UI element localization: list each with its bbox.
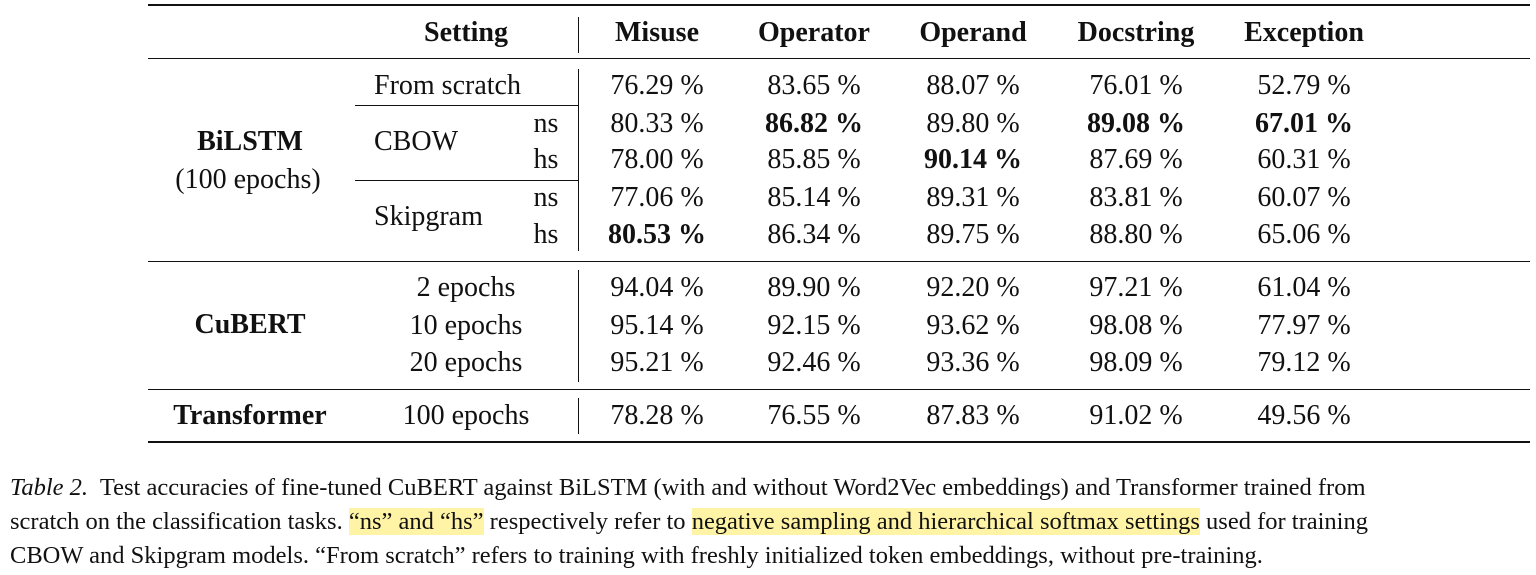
table-cell: 80.53 % [608, 219, 706, 250]
table-cell: 93.62 % [926, 310, 1020, 341]
column-separator [578, 17, 580, 53]
setting-label: 2 epochs [416, 272, 516, 303]
table-cell: 89.31 % [926, 182, 1020, 213]
caption-line-1: Table 2. Test accuracies of fine-tuned C… [10, 474, 1366, 501]
cbow-rule [355, 105, 578, 107]
table-cell: 65.06 % [1257, 219, 1351, 250]
table-cell: 89.90 % [767, 272, 861, 303]
column-header: Operand [919, 17, 1027, 48]
column-header: Exception [1244, 17, 1364, 48]
table-cell: 49.56 % [1257, 400, 1351, 431]
table-cell: 89.08 % [1087, 108, 1185, 139]
group-rule-1 [148, 261, 1530, 263]
table-cell: 94.04 % [610, 272, 704, 303]
setting-label: 10 epochs [409, 310, 523, 341]
table-cell: 85.14 % [767, 182, 861, 213]
table-cell: 87.83 % [926, 400, 1020, 431]
table-cell: 87.69 % [1089, 144, 1183, 175]
table-cell: 79.12 % [1257, 347, 1351, 378]
model-note: (100 epochs) [175, 164, 321, 195]
model-label: CuBERT [194, 309, 306, 340]
variant-label: ns [533, 108, 559, 139]
header-rule [148, 58, 1530, 60]
skipgram-rule [355, 180, 578, 182]
highlight-ns-hs: “ns” and “hs” [348, 508, 484, 535]
table-cell: 89.80 % [926, 108, 1020, 139]
column-header: Misuse [615, 17, 699, 48]
table-cell: 92.46 % [767, 347, 861, 378]
model-label: BiLSTM [197, 126, 303, 157]
table-cell: 88.07 % [926, 70, 1020, 101]
table-cell: 93.36 % [926, 347, 1020, 378]
table-cell: 95.21 % [610, 347, 704, 378]
table-cell: 76.01 % [1089, 70, 1183, 101]
caption-label: Table 2. [10, 474, 89, 501]
column-header: Docstring [1077, 17, 1195, 48]
table-cell: 97.21 % [1089, 272, 1183, 303]
table-cell: 88.80 % [1089, 219, 1183, 250]
table-cell: 90.14 % [924, 144, 1022, 175]
group-rule-2 [148, 389, 1530, 391]
table-cell: 85.85 % [767, 144, 861, 175]
table-cell: 98.08 % [1089, 310, 1183, 341]
setting-label: From scratch [374, 70, 521, 101]
setting-label: Skipgram [374, 201, 483, 232]
top-rule [148, 4, 1530, 7]
table-cell: 52.79 % [1257, 70, 1351, 101]
table-cell: 60.31 % [1257, 144, 1351, 175]
caption-line-2: scratch on the classification tasks. “ns… [10, 508, 1368, 535]
bottom-rule [148, 441, 1530, 444]
table-cell: 83.65 % [767, 70, 861, 101]
column-separator [578, 270, 580, 382]
table-cell: 77.97 % [1257, 310, 1351, 341]
model-label: Transformer [173, 400, 327, 431]
caption-line-3: CBOW and Skipgram models. “From scratch”… [10, 542, 1263, 569]
table-cell: 76.55 % [767, 400, 861, 431]
table-cell: 86.34 % [767, 219, 861, 250]
variant-label: hs [533, 144, 559, 175]
column-separator [578, 398, 580, 434]
table-cell: 77.06 % [610, 182, 704, 213]
setting-label: CBOW [374, 126, 458, 157]
table-cell: 78.00 % [610, 144, 704, 175]
table-cell: 86.82 % [765, 108, 863, 139]
setting-label: 20 epochs [409, 347, 523, 378]
table-caption: Table 2. Test accuracies of fine-tuned C… [10, 471, 1532, 573]
table-cell: 60.07 % [1257, 182, 1351, 213]
variant-label: ns [533, 182, 559, 213]
table-cell: 92.20 % [926, 272, 1020, 303]
column-separator [578, 69, 580, 251]
table-cell: 80.33 % [610, 108, 704, 139]
table-cell: 89.75 % [926, 219, 1020, 250]
table-cell: 92.15 % [767, 310, 861, 341]
variant-label: hs [533, 219, 559, 250]
table-cell: 98.09 % [1089, 347, 1183, 378]
setting-label: 100 epochs [402, 400, 530, 431]
table-cell: 76.29 % [610, 70, 704, 101]
table-cell: 78.28 % [610, 400, 704, 431]
table-cell: 95.14 % [610, 310, 704, 341]
table-cell: 67.01 % [1255, 108, 1353, 139]
highlight-sampling-settings: negative sampling and hierarchical softm… [691, 508, 1200, 535]
table-cell: 91.02 % [1089, 400, 1183, 431]
table-cell: 83.81 % [1089, 182, 1183, 213]
header-setting: Setting [424, 17, 508, 48]
column-header: Operator [758, 17, 870, 48]
table-cell: 61.04 % [1257, 272, 1351, 303]
